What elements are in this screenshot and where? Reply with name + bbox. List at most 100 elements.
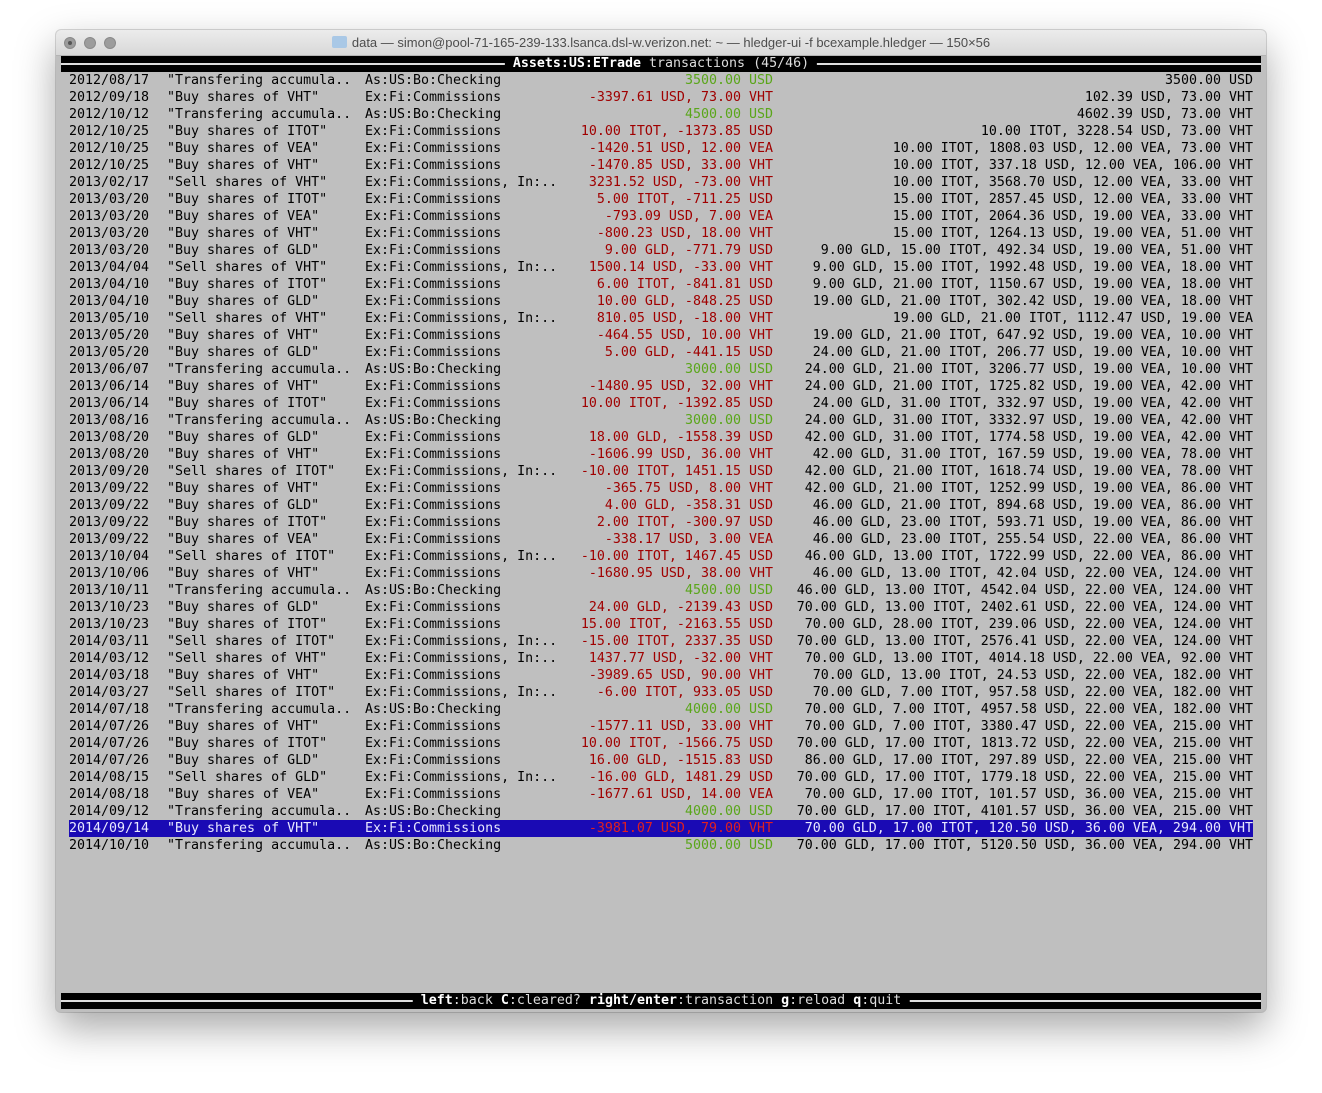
transaction-row[interactable]: 2013/06/14 "Buy shares of VHT" Ex:Fi:Commi… <box>61 378 1261 395</box>
row-account: Ex:Fi:Commissions <box>365 124 502 139</box>
transaction-row[interactable]: 2013/03/20 "Buy shares of VEA" Ex:Fi:Commi… <box>61 208 1261 225</box>
transaction-count: (45/46) <box>753 56 810 71</box>
transaction-row[interactable]: 2012/10/25 "Buy shares of ITOT" Ex:Fi:Comm… <box>61 123 1261 140</box>
transaction-row[interactable]: 2012/10/25 "Buy shares of VHT" Ex:Fi:Commi… <box>61 157 1261 174</box>
row-balance: 70.00 GLD, 7.00 ITOT, 3380.47 USD, 22.00… <box>804 719 1253 734</box>
transaction-row[interactable]: 2013/02/17 "Sell shares of VHT" Ex:Fi:Comm… <box>61 174 1261 191</box>
row-date: 2013/09/22 <box>69 481 150 496</box>
transaction-row[interactable]: 2014/09/12 "Transfering accumula.. As:US:B… <box>61 803 1261 820</box>
transaction-row[interactable]: 2013/08/20 "Buy shares of GLD" Ex:Fi:Commi… <box>61 429 1261 446</box>
row-change: 10.00 ITOT, -1392.85 USD <box>580 396 773 411</box>
transaction-row[interactable]: 2013/06/14 "Buy shares of ITOT" Ex:Fi:Comm… <box>61 395 1261 412</box>
row-account: Ex:Fi:Commissions <box>365 566 502 581</box>
transaction-row[interactable]: 2013/05/10 "Sell shares of VHT" Ex:Fi:Comm… <box>61 310 1261 327</box>
transaction-row[interactable]: 2014/03/27 "Sell shares of ITOT" Ex:Fi:Com… <box>61 684 1261 701</box>
row-account: Ex:Fi:Commissions <box>365 430 502 445</box>
row-account: Ex:Fi:Commissions <box>365 515 502 530</box>
row-description: "Sell shares of VHT" <box>167 260 328 275</box>
transaction-row[interactable]: 2014/08/18 "Buy shares of VEA" Ex:Fi:Commi… <box>61 786 1261 803</box>
transaction-row[interactable]: 2012/09/18 "Buy shares of VHT" Ex:Fi:Commi… <box>61 89 1261 106</box>
row-change: 10.00 ITOT, -1373.85 USD <box>580 124 773 139</box>
row-description: "Buy shares of VHT" <box>167 481 320 496</box>
transaction-row[interactable]: 2013/10/06 "Buy shares of VHT" Ex:Fi:Commi… <box>61 565 1261 582</box>
transaction-row[interactable]: 2014/07/26 "Buy shares of VHT" Ex:Fi:Commi… <box>61 718 1261 735</box>
row-change: 4000.00 USD <box>684 804 773 819</box>
window-title: data — simon@pool-71-165-239-133.lsanca.… <box>56 35 1266 50</box>
transaction-row[interactable]: 2013/08/16 "Transfering accumula.. As:US:B… <box>61 412 1261 429</box>
transaction-row[interactable]: 2013/05/20 "Buy shares of GLD" Ex:Fi:Commi… <box>61 344 1261 361</box>
row-account: Ex:Fi:Commissions, In:.. <box>365 260 558 275</box>
row-change: 4.00 GLD, -358.31 USD <box>604 498 773 513</box>
transaction-list[interactable]: 2012/08/17 "Transfering accumula.. As:US:B… <box>61 72 1261 854</box>
row-balance: 24.00 GLD, 21.00 ITOT, 1725.82 USD, 19.0… <box>804 379 1253 394</box>
row-description: "Transfering accumula.. <box>167 702 352 717</box>
row-change: 2.00 ITOT, -300.97 USD <box>596 515 773 530</box>
transaction-row[interactable]: 2014/03/18 "Buy shares of VHT" Ex:Fi:Commi… <box>61 667 1261 684</box>
row-change: 5.00 GLD, -441.15 USD <box>604 345 773 360</box>
row-description: "Sell shares of ITOT" <box>167 634 336 649</box>
row-account: Ex:Fi:Commissions <box>365 617 502 632</box>
row-account: Ex:Fi:Commissions <box>365 719 502 734</box>
transaction-row[interactable]: 2012/08/17 "Transfering accumula.. As:US:B… <box>61 72 1261 89</box>
transaction-row[interactable]: 2013/03/20 "Buy shares of VHT" Ex:Fi:Commi… <box>61 225 1261 242</box>
row-date: 2014/03/27 <box>69 685 150 700</box>
row-date: 2014/07/26 <box>69 719 150 734</box>
row-date: 2012/10/12 <box>69 107 150 122</box>
transaction-row[interactable]: 2013/10/23 "Buy shares of ITOT" Ex:Fi:Comm… <box>61 616 1261 633</box>
transaction-row[interactable]: 2014/03/11 "Sell shares of ITOT" Ex:Fi:Com… <box>61 633 1261 650</box>
transaction-row[interactable]: 2013/09/20 "Sell shares of ITOT" Ex:Fi:Com… <box>61 463 1261 480</box>
transaction-row-selected[interactable]: 2014/09/14 "Buy shares of VHT" Ex:Fi:Commi… <box>69 820 1253 837</box>
minimize-button[interactable] <box>84 37 96 49</box>
row-account: As:US:Bo:Checking <box>365 838 502 853</box>
key-action: transaction <box>685 993 774 1008</box>
row-description: "Sell shares of VHT" <box>167 651 328 666</box>
transaction-row[interactable]: 2013/09/22 "Buy shares of GLD" Ex:Fi:Commi… <box>61 497 1261 514</box>
transaction-row[interactable]: 2013/04/10 "Buy shares of GLD" Ex:Fi:Commi… <box>61 293 1261 310</box>
transaction-row[interactable]: 2013/10/23 "Buy shares of GLD" Ex:Fi:Commi… <box>61 599 1261 616</box>
row-balance: 42.00 GLD, 31.00 ITOT, 167.59 USD, 19.00… <box>812 447 1253 462</box>
transaction-row[interactable]: 2014/03/12 "Sell shares of VHT" Ex:Fi:Comm… <box>61 650 1261 667</box>
row-change: -6.00 ITOT, 933.05 USD <box>596 685 773 700</box>
transaction-row[interactable]: 2013/10/04 "Sell shares of ITOT" Ex:Fi:Com… <box>61 548 1261 565</box>
row-description: "Buy shares of VEA" <box>167 209 320 224</box>
transaction-row[interactable]: 2014/10/10 "Transfering accumula.. As:US:B… <box>61 837 1261 854</box>
row-description: "Sell shares of GLD" <box>167 770 328 785</box>
screen-label: transactions <box>648 56 746 71</box>
row-change: -793.09 USD, 7.00 VEA <box>604 209 773 224</box>
row-account: Ex:Fi:Commissions <box>365 141 502 156</box>
row-balance: 10.00 ITOT, 1808.03 USD, 12.00 VEA, 73.0… <box>892 141 1253 156</box>
transaction-row[interactable]: 2013/09/22 "Buy shares of VHT" Ex:Fi:Commi… <box>61 480 1261 497</box>
transaction-row[interactable]: 2013/04/10 "Buy shares of ITOT" Ex:Fi:Comm… <box>61 276 1261 293</box>
transaction-row[interactable]: 2014/08/15 "Sell shares of GLD" Ex:Fi:Comm… <box>61 769 1261 786</box>
transaction-row[interactable]: 2013/04/04 "Sell shares of VHT" Ex:Fi:Comm… <box>61 259 1261 276</box>
row-description: "Buy shares of VHT" <box>167 668 320 683</box>
transaction-row[interactable]: 2013/09/22 "Buy shares of VEA" Ex:Fi:Commi… <box>61 531 1261 548</box>
row-account: As:US:Bo:Checking <box>365 702 502 717</box>
row-description: "Buy shares of GLD" <box>167 345 320 360</box>
row-date: 2014/07/18 <box>69 702 150 717</box>
transaction-row[interactable]: 2013/10/11 "Transfering accumula.. As:US:B… <box>61 582 1261 599</box>
transaction-row[interactable]: 2014/07/26 "Buy shares of ITOT" Ex:Fi:Comm… <box>61 735 1261 752</box>
row-change: -1480.95 USD, 32.00 VHT <box>588 379 773 394</box>
transaction-row[interactable]: 2013/08/20 "Buy shares of VHT" Ex:Fi:Commi… <box>61 446 1261 463</box>
row-date: 2014/09/14 <box>69 821 150 836</box>
transaction-row[interactable]: 2013/03/20 "Buy shares of GLD" Ex:Fi:Commi… <box>61 242 1261 259</box>
transaction-row[interactable]: 2013/09/22 "Buy shares of ITOT" Ex:Fi:Comm… <box>61 514 1261 531</box>
row-account: Ex:Fi:Commissions <box>365 668 502 683</box>
transaction-row[interactable]: 2012/10/25 "Buy shares of VEA" Ex:Fi:Commi… <box>61 140 1261 157</box>
transaction-row[interactable]: 2012/10/12 "Transfering accumula.. As:US:B… <box>61 106 1261 123</box>
transaction-row[interactable]: 2013/03/20 "Buy shares of ITOT" Ex:Fi:Comm… <box>61 191 1261 208</box>
transaction-row[interactable]: 2014/07/18 "Transfering accumula.. As:US:B… <box>61 701 1261 718</box>
row-balance: 19.00 GLD, 21.00 ITOT, 1112.47 USD, 19.0… <box>892 311 1253 326</box>
row-date: 2013/10/06 <box>69 566 150 581</box>
row-description: "Buy shares of VHT" <box>167 379 320 394</box>
row-description: "Transfering accumula.. <box>167 73 352 88</box>
transaction-row[interactable]: 2013/05/20 "Buy shares of VHT" Ex:Fi:Commi… <box>61 327 1261 344</box>
row-account: Ex:Fi:Commissions <box>365 821 502 836</box>
close-button[interactable] <box>64 37 76 49</box>
transaction-row[interactable]: 2014/07/26 "Buy shares of GLD" Ex:Fi:Commi… <box>61 752 1261 769</box>
zoom-button[interactable] <box>104 37 116 49</box>
row-balance: 46.00 GLD, 23.00 ITOT, 593.71 USD, 19.00… <box>812 515 1253 530</box>
row-account: Ex:Fi:Commissions, In:.. <box>365 634 558 649</box>
transaction-row[interactable]: 2013/06/07 "Transfering accumula.. As:US:B… <box>61 361 1261 378</box>
